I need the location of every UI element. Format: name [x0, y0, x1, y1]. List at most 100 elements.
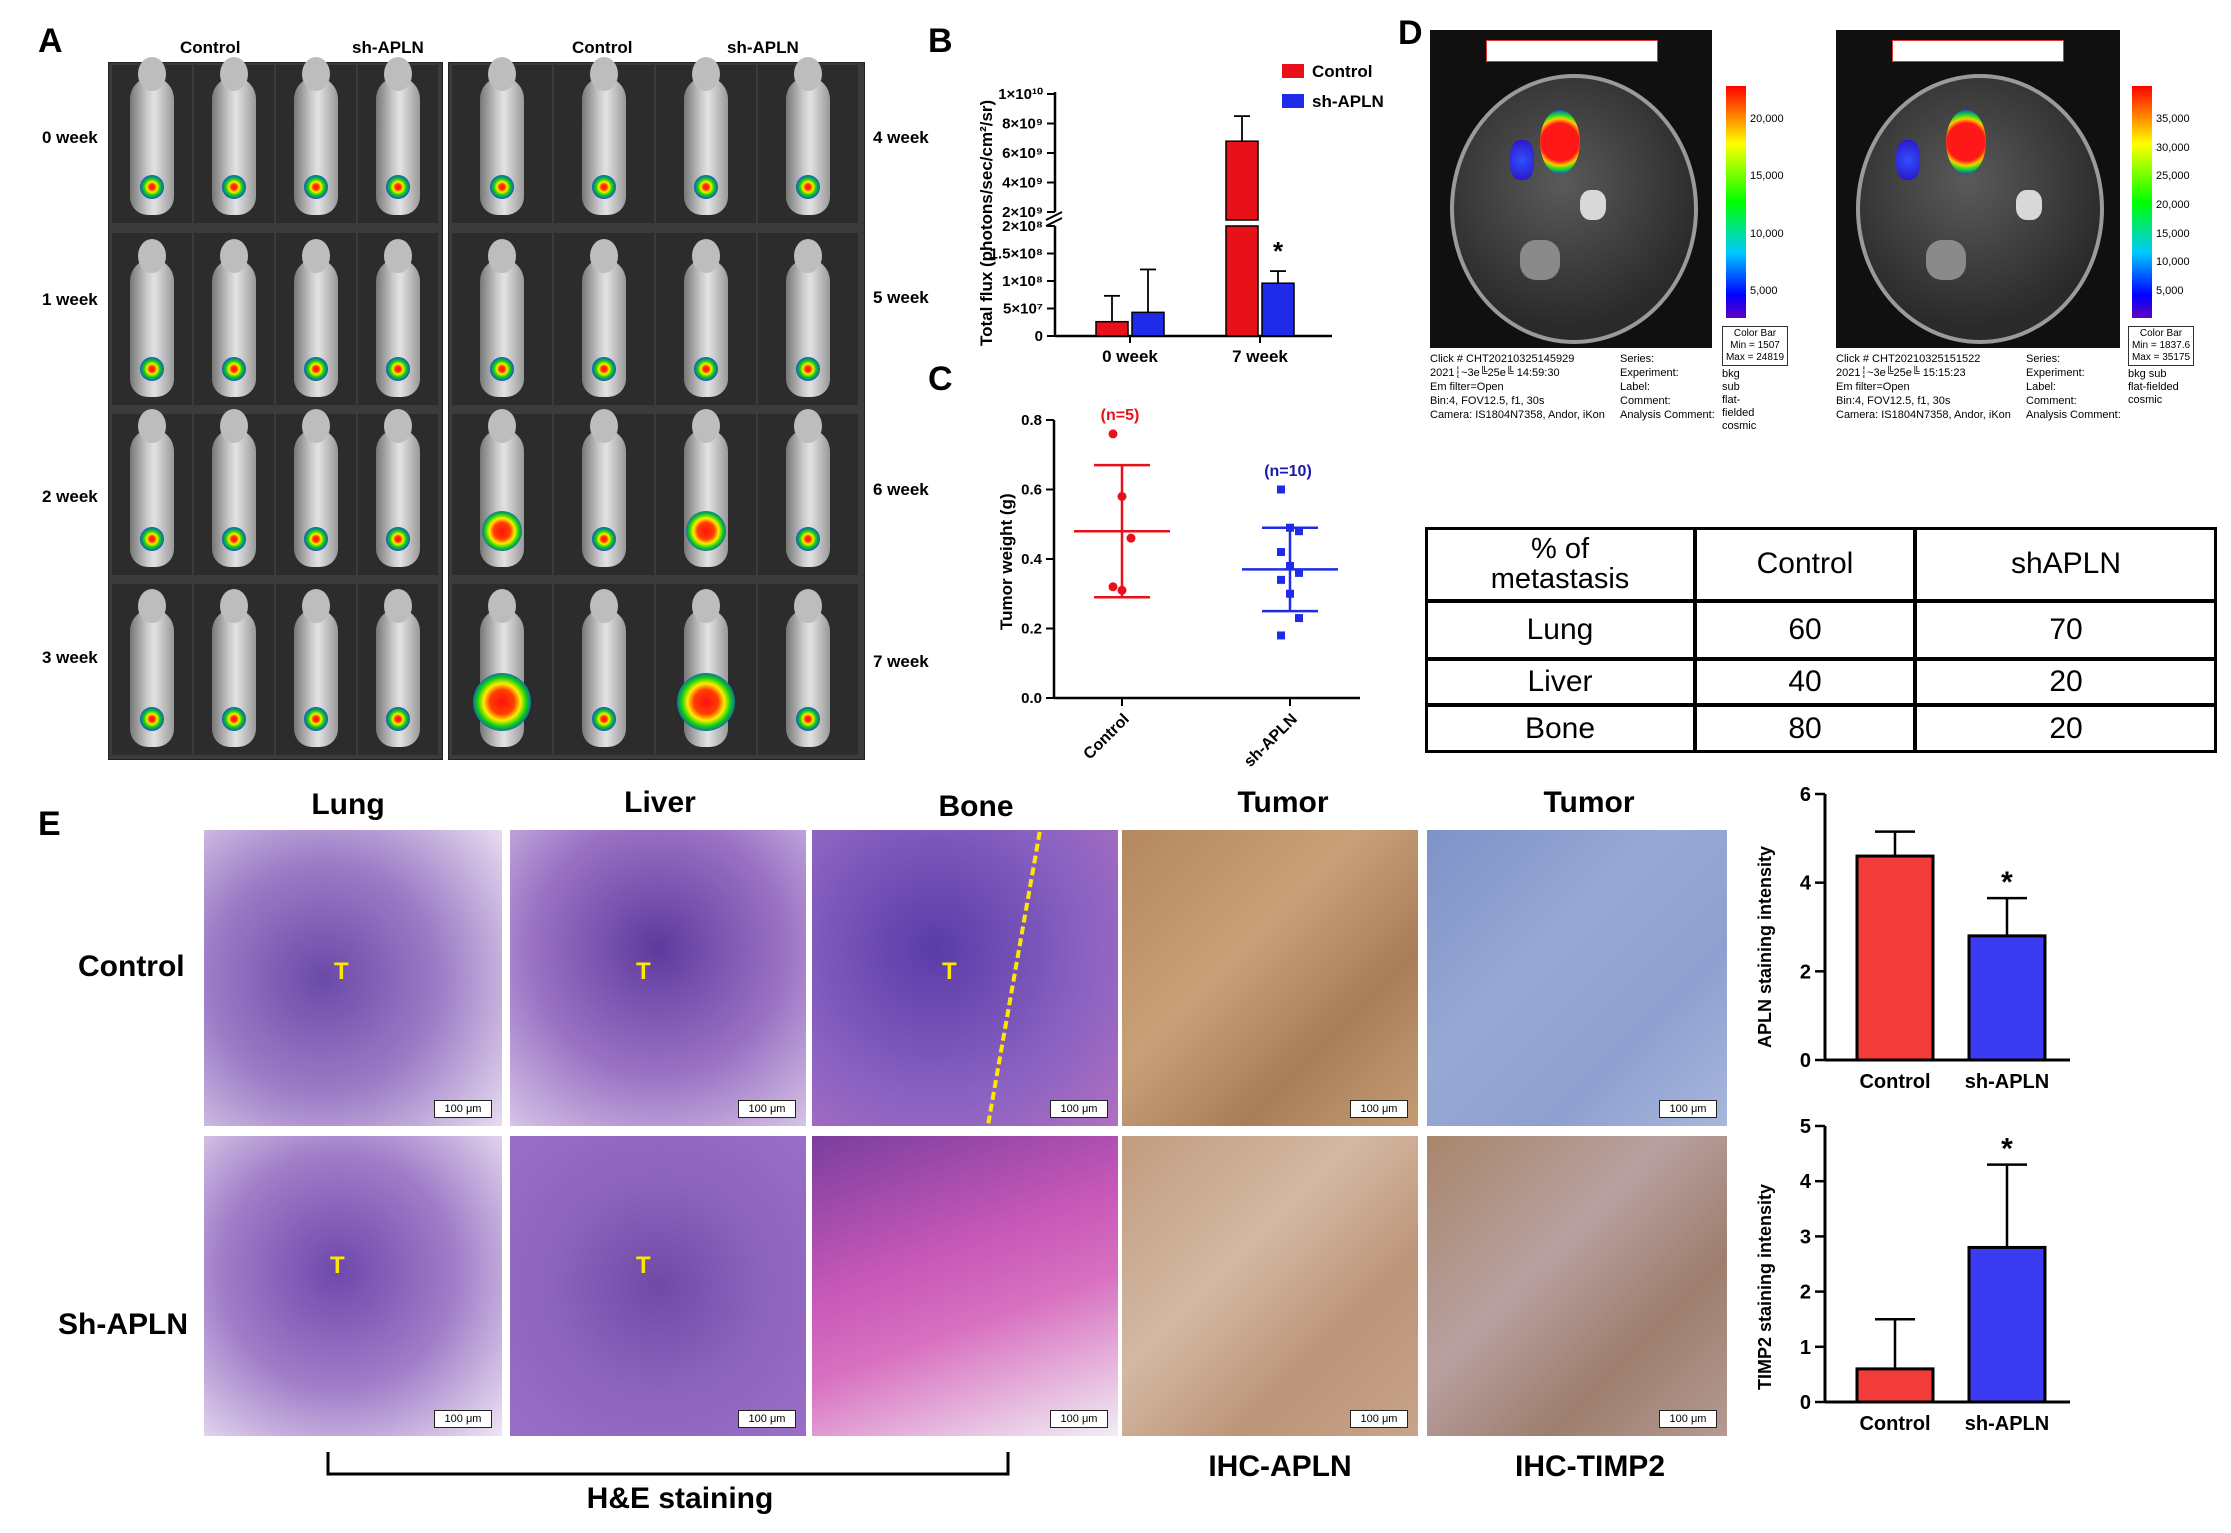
a-header-shapln-2: sh-APLN — [727, 38, 799, 57]
scale-bar: 100 μm — [1350, 1410, 1408, 1428]
panel-label-e: E — [38, 805, 61, 843]
ivis-bkg-line: flat-fielded — [1722, 394, 1755, 419]
d-ivis-left: 20,000 15,000 10,000 5,000 Color Bar Min = 15… — [1430, 30, 1788, 432]
luminescence-spot — [796, 357, 820, 381]
ihc-timp2-label: IHC-TIMP2 — [1515, 1450, 1665, 1483]
ivis-colorbar-box-line: Color Bar — [2139, 328, 2183, 339]
e2-ylabel: TIMP2 staining intensity — [1755, 1184, 1775, 1390]
ivis-meta-line: Experiment: — [1620, 367, 1679, 379]
ivis-meta-line: Bin:4, FOV12.5, f1, 30s — [1430, 395, 1545, 407]
luminescence-spot — [304, 175, 328, 199]
scale-bar: 100 μm — [1050, 1100, 1108, 1118]
mouse-cell-r3-c4 — [452, 584, 552, 755]
c-point-control — [1126, 533, 1136, 543]
metastasis-table: % of metastasis Control shAPLN Lung 60 70 Live… — [1425, 527, 2217, 753]
a-header-control-1: Control — [180, 38, 241, 57]
b-significance: * — [1273, 236, 1284, 266]
ivis-meta-right: Series: Experiment: Label: Comment: Analysis… — [2026, 352, 2121, 422]
ivis-meta-line: Series: — [1620, 353, 1655, 365]
mouse-cell-r2-c3 — [358, 409, 438, 575]
b-bar-sh-APLN-0 week — [1131, 311, 1165, 337]
c-point-shapln — [1286, 589, 1294, 598]
luminescence-spot — [222, 357, 246, 381]
ivis-organ-signal — [1896, 140, 1920, 180]
b-ytick-label: 0 — [1035, 328, 1043, 345]
ivis-meta-left: Click # CHT20210325145929 2021┆~3e╚25e╚ 1… — [1430, 352, 1605, 422]
c-n-shapln: (n=10) — [1264, 463, 1312, 480]
ivis-meta-line: Comment: — [2026, 395, 2077, 407]
table-cell-r1-c0: Lung — [1425, 601, 1695, 659]
tissue-image-r0-c2: T 100 μm — [812, 830, 1118, 1126]
ivis-colorbar — [1726, 86, 1746, 318]
mouse-cell-r0-c2 — [276, 57, 356, 223]
luminescence-spot — [490, 175, 514, 199]
luminescence-spot — [304, 707, 328, 731]
tumor-marker: T — [334, 958, 349, 985]
mouse-body — [130, 57, 174, 215]
mouse-cell-r2-c2 — [276, 409, 356, 575]
luminescence-spot — [140, 357, 164, 381]
luminescence-spot — [796, 175, 820, 199]
c-point-control — [1108, 429, 1118, 439]
a-header-control-2: Control — [572, 38, 633, 57]
luminescence-spot — [304, 527, 328, 551]
scale-bar: 100 μm — [434, 1100, 492, 1118]
week-label-3: 3 week — [42, 648, 98, 667]
b-ytick-label: 1×10⁸ — [1002, 273, 1043, 290]
table-cell-r0-c1: Control — [1695, 527, 1915, 601]
ivis-colorbar-tick: 25,000 — [2156, 170, 2190, 183]
week-label-2: 2 week — [42, 487, 98, 506]
c-point-shapln — [1277, 485, 1285, 494]
ivis-colorbar-box-line: Min = 1507 — [1730, 340, 1780, 351]
e1-bar-sh-APLN — [1967, 934, 2047, 1062]
luminescence-spot — [386, 357, 410, 381]
c-point-shapln — [1295, 527, 1303, 536]
luminescence-spot — [796, 707, 820, 731]
tissue-image-r0-c0: T 100 μm — [204, 830, 502, 1126]
ivis-meta-line: 2021┆~3e╚25e╚ 15:15:23 — [1836, 367, 1966, 379]
e2-ytick-label: 4 — [1800, 1171, 1812, 1193]
ivis-colorbar-box-line: Min = 1837.6 — [2131, 340, 2191, 351]
mouse-cell-r1-c0 — [112, 233, 192, 405]
ivis-colorbar-tick: 15,000 — [1750, 170, 1784, 183]
panel-label-b: B — [928, 22, 953, 60]
mouse-cell-r1-c2 — [276, 233, 356, 405]
mouse-cell-r1-c1 — [194, 233, 274, 405]
e1-xtick-label: sh-APLN — [1965, 1071, 2049, 1093]
b-xtick-label: 0 week — [1102, 347, 1158, 366]
b-ytick-label: 6×10⁹ — [1002, 145, 1043, 162]
luminescence-spot — [386, 527, 410, 551]
luminescence-spot — [140, 707, 164, 731]
e-col-lung: Lung — [311, 788, 385, 821]
tumor-marker: T — [636, 1252, 651, 1279]
c-point-shapln — [1295, 614, 1303, 623]
table-cell-r0-c2: shAPLN — [1915, 527, 2217, 601]
e1-ytick-label: 6 — [1800, 784, 1811, 806]
ivis-meta-line: Analysis Comment: — [1620, 409, 1715, 421]
week-label-6: 6 week — [873, 480, 929, 499]
scale-bar: 100 μm — [1659, 1100, 1717, 1118]
c-ytick-label: 0.4 — [1021, 551, 1043, 568]
luminescence-spot — [140, 175, 164, 199]
a-header-shapln-1: sh-APLN — [352, 38, 424, 57]
c-ytick-label: 0.2 — [1021, 621, 1042, 638]
e2-ytick-label: 5 — [1800, 1116, 1811, 1138]
mouse-cell-r0-c1 — [194, 57, 274, 223]
e-histology-grid: T 100 μm T 100 μm T 100 μm 100 μm 100 μm T 100 μm… — [204, 830, 1727, 1436]
c-point-control — [1117, 491, 1127, 501]
ivis-dish — [1856, 74, 2104, 344]
panel-label-a: A — [38, 22, 63, 60]
c-point-shapln — [1277, 548, 1285, 557]
ivis-meta-line: Experiment: — [2026, 367, 2085, 379]
c-xtick-label: Control — [1081, 711, 1133, 763]
table-cell-r3-c2: 20 — [1915, 705, 2217, 753]
chart-e-apln-intensity: APLN staining intensity 0 2 4 6 Control sh-AP… — [1755, 784, 2070, 1093]
c-point-control — [1108, 582, 1118, 592]
luminescence-spot — [592, 527, 616, 551]
bone-tumor-boundary — [986, 831, 1046, 1125]
tissue-image-r0-c3: 100 μm — [1122, 830, 1418, 1126]
mouse-cell-r3-c5 — [554, 584, 654, 755]
mouse-cell-r0-c6 — [656, 57, 756, 223]
luminescence-spot — [490, 357, 514, 381]
ivis-meta-line: Em filter=Open — [1430, 381, 1504, 393]
